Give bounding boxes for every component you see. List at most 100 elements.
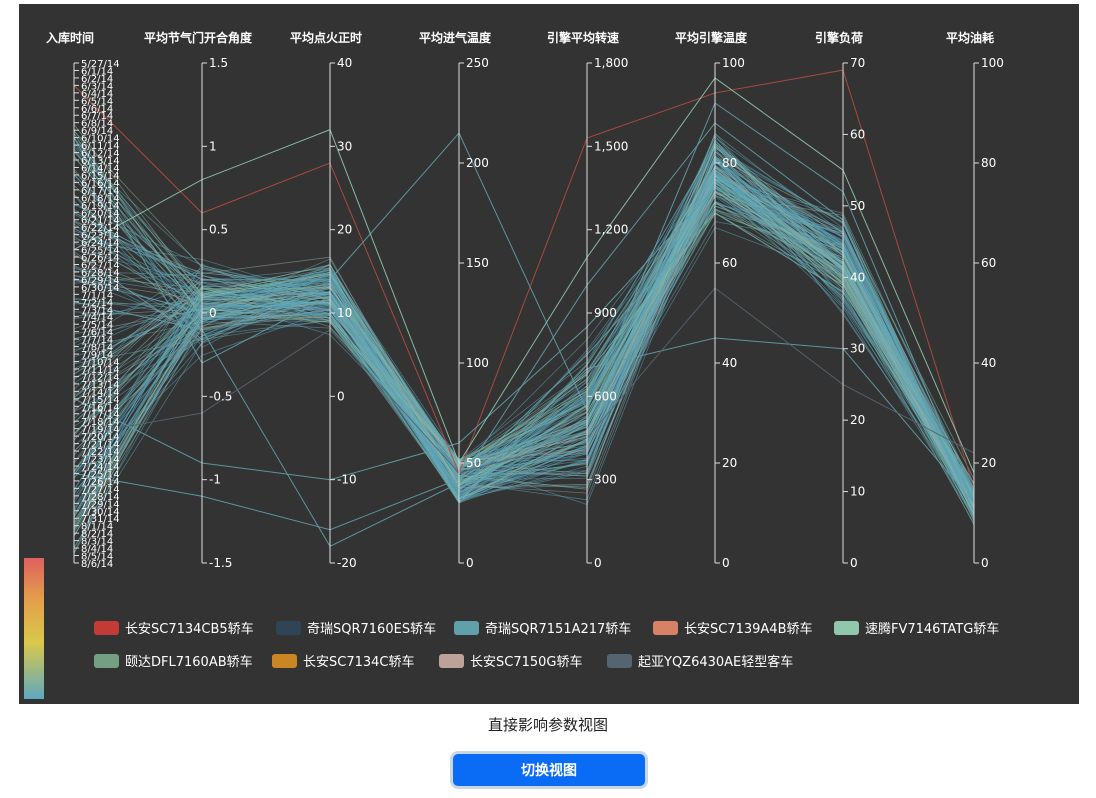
axis-tick-label: 100 [981,56,1004,70]
axis-tick-label: 0 [337,389,345,403]
axis-tick-label: 6/22/14 [81,223,120,234]
axis-tick-label: 200 [466,156,489,170]
axis-tick-label: 20 [337,223,352,237]
axis-tick-label: 20 [981,456,996,470]
legend-swatch [834,621,859,635]
data-polyline-1[interactable] [73,102,975,504]
polyline-background [73,130,975,515]
legend-label: 起亚YQZ6430AE轻型客车 [638,654,793,670]
axis-tick-label: 6/10/14 [81,134,120,145]
legend-item[interactable]: 奇瑞SQR7160ES轿车 [276,621,436,637]
visual-map-color-scale[interactable] [24,558,44,699]
legend-item[interactable]: 长安SC7134CB5轿车 [94,621,254,637]
axis-tick-label: 6/20/14 [81,208,120,219]
axis-tick-label: 7/15/14 [81,395,120,406]
legend-item[interactable]: 速腾FV7146TATG轿车 [834,621,999,637]
polyline-background [73,158,975,554]
axis-tick-label: 6/18/14 [81,193,120,204]
axis-tick-label: 6/24/14 [81,238,120,249]
data-polyline-2[interactable] [73,122,975,547]
legend-label: 长安SC7134CB5轿车 [125,621,254,637]
legend-item[interactable]: 起亚YQZ6430AE轻型客车 [607,654,793,670]
data-polyline-3[interactable] [73,187,975,494]
legend-label: 长安SC7139A4B轿车 [684,621,813,637]
axis-4[interactable]: 引擎平均转速 0 300 600 900 1,200 1,500 1,800 [547,30,628,570]
axis-tick-label: 6/17/14 [81,186,120,197]
polyline-background [73,200,975,511]
legend-item[interactable]: 奇瑞SQR7151A217轿车 [454,621,631,637]
legend-swatch [653,621,678,635]
axis-tick-label: 6/15/14 [81,171,120,182]
data-polyline-5[interactable] [73,137,975,504]
data-polyline-6[interactable] [73,77,975,474]
axis-title: 平均点火正时 [290,30,362,45]
legend-item[interactable]: 长安SC7150G轿车 [439,654,583,670]
axis-tick-label: 60 [850,127,865,141]
axis-tick-label: 6/4/14 [81,89,113,100]
polyline-background [73,123,975,485]
axis-tick-label: 0 [850,556,858,570]
axis-tick-label: 6/12/14 [81,149,120,160]
polylines-layer [73,69,975,554]
legend-swatch [607,654,632,668]
legend-item[interactable]: 颐达DFL7160AB轿车 [94,654,253,670]
axis-tick-label: 6/28/14 [81,268,120,279]
axis-title: 入库时间 [46,30,94,45]
axis-title: 引擎负荷 [815,30,863,45]
axis-tick-label: 7/27/14 [81,484,120,495]
polyline-background [73,165,975,500]
axis-6[interactable]: 引擎负荷 0 10 20 30 40 50 60 70 [815,30,865,570]
axis-title: 平均引擎温度 [675,30,748,45]
axis-tick-label: 6/29/14 [81,275,120,286]
data-polyline-0[interactable] [73,69,975,489]
axis-tick-label: 6/30/14 [81,283,120,294]
legend: 长安SC7134CB5轿车 奇瑞SQR7160ES轿车 奇瑞SQR7151A217轿… [94,621,999,670]
axis-tick-label: -1 [209,473,221,487]
axis-tick-label: 6/5/14 [81,96,113,107]
axis-1[interactable]: 平均节气门开合角度 -1.5 -1 -0.5 0 0.5 1 1.5 [144,30,253,570]
axis-title: 平均油耗 [946,30,994,45]
axis-tick-label: 7/29/14 [81,499,120,510]
axis-tick-label: 40 [722,356,737,370]
axis-tick-label: 7/6/14 [81,328,113,339]
data-polyline-4[interactable] [73,212,975,531]
axis-title: 平均节气门开合角度 [144,30,253,45]
axis-5[interactable]: 平均引擎温度 0 20 40 60 80 100 [675,30,748,570]
axis-tick-label: 250 [466,56,489,70]
legend-label: 奇瑞SQR7151A217轿车 [485,621,631,637]
axis-title: 平均进气温度 [419,30,492,45]
switch-view-button[interactable]: 切换视图 [450,751,648,789]
axis-tick-label: 8/2/14 [81,529,113,540]
legend-label: 长安SC7134C轿车 [303,654,415,670]
axis-tick-label: 7/17/14 [81,410,120,421]
legend-item[interactable]: 长安SC7139A4B轿车 [653,621,813,637]
axis-tick-label: 6/13/14 [81,156,120,167]
axis-tick-label: 40 [850,270,865,284]
axis-tick-label: 6/9/14 [81,126,113,137]
polyline-background [73,137,975,510]
axis-tick-label: 7/9/14 [81,350,113,361]
axis-title: 引擎平均转速 [547,30,619,45]
polyline-background [73,173,975,503]
axis-tick-label: 7/16/14 [81,402,120,413]
data-polyline-7[interactable] [73,287,975,474]
axis-tick-label: 20 [722,456,737,470]
axis-tick-label: 8/1/14 [81,522,113,533]
axis-3[interactable]: 平均进气温度 0 50 100 150 200 250 [419,30,492,570]
axis-tick-label: 8/3/14 [81,537,113,548]
axis-tick-label: 6/7/14 [81,111,113,122]
legend-item[interactable]: 长安SC7134C轿车 [272,654,415,670]
axis-tick-label: 7/10/14 [81,358,120,369]
axis-0[interactable]: 入库时间 5/27/146/1/146/2/146/3/146/4/146/5/1… [46,30,120,570]
axis-tick-label: 7/24/14 [81,462,120,473]
legend-label: 奇瑞SQR7160ES轿车 [307,621,436,637]
axis-tick-label: 6/6/14 [81,104,113,115]
axis-tick-label: -0.5 [209,389,232,403]
axis-7[interactable]: 平均油耗 0 20 40 60 80 100 [946,30,1004,570]
axis-tick-label: 6/25/14 [81,246,120,257]
polyline-background [73,147,975,515]
axis-2[interactable]: 平均点火正时 -20 -10 0 10 20 30 40 [290,30,362,570]
axis-tick-label: -20 [337,556,357,570]
polyline-background [73,161,975,508]
polyline-background [73,190,975,511]
